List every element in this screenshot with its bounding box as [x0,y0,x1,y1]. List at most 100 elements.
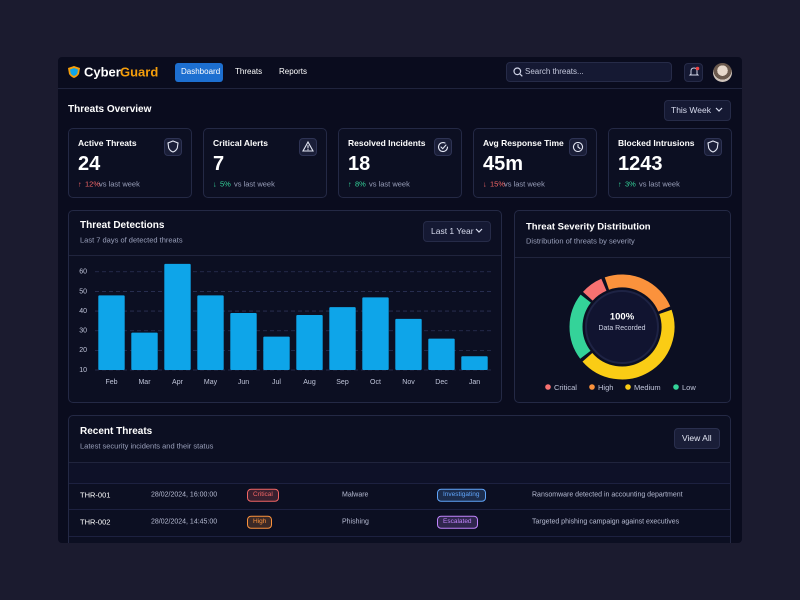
stat-icon [572,141,584,153]
stat-change: 5% [220,179,231,189]
legend-dot [673,384,679,390]
active-tab-bg[interactable] [175,63,223,82]
chart-subtitle: Last 7 days of detected threats [80,235,183,245]
detections-card [68,210,502,403]
table-cell: Malware [342,491,369,499]
stat-arrow: ↓ [213,179,217,189]
search-icon [513,67,523,77]
legend-dot [625,384,631,390]
stat-title: Resolved Incidents [348,137,426,148]
donut-center-label: Data Recorded [598,325,645,332]
stat-comparison: vs last week [504,179,545,189]
brand-first: Cyber [84,64,121,80]
stat-change: 3% [625,179,636,189]
donut-segment [582,278,607,301]
range-label: Last 1 Year [431,225,474,236]
bar [461,356,488,370]
chevron [715,107,723,112]
nav-tab[interactable]: Reports [279,67,308,76]
x-tick-label: Feb [105,379,117,386]
bar [230,313,257,370]
legend-label: Critical [554,383,577,392]
x-tick-label: Aug [303,379,316,386]
table-subtitle: Latest security incidents and their stat… [80,441,214,451]
brand-second: Guard [120,64,159,80]
view-all-label: View All [682,432,712,443]
x-tick-label: Apr [172,379,184,386]
card-divider [69,462,730,463]
x-tick-label: Oct [370,379,381,386]
y-tick-label: 60 [79,269,87,276]
chart-title: Threat Severity Distribution [526,221,651,233]
card-divider [69,255,501,256]
recent-card [68,415,731,555]
table-cell: THR-001 [80,490,111,500]
bar [197,295,224,370]
nav-tab[interactable]: Dashboard [181,67,221,76]
y-tick-label: 30 [79,328,87,335]
stat-arrow: ↑ [618,179,622,189]
stat-arrow: ↓ [483,179,487,189]
page-bottom [0,543,800,600]
severity-badge: High [247,515,273,529]
range-dropdown[interactable] [423,221,491,242]
stat-change: 8% [355,179,366,189]
stat-icon [707,140,719,153]
stat-value: 45m [483,153,524,175]
bell-icon [688,66,700,76]
stat-value: 18 [348,153,371,175]
legend-label: High [598,383,613,392]
row-divider [69,483,730,484]
search-box[interactable] [506,62,672,82]
row-divider [69,509,730,510]
y-tick-label: 20 [79,347,87,354]
bar [98,295,125,370]
logo-icon [68,66,80,78]
x-tick-label: Dec [435,379,448,386]
legend-dot [589,384,595,390]
legend-dot [545,384,551,390]
bar [329,307,356,370]
table-cell: 28/02/2024, 14:45:00 [151,518,218,526]
status-badge: Escalated [437,515,478,529]
stat-icon [438,142,449,153]
status-badge: Investigating [437,488,486,502]
view-all-button[interactable] [674,428,720,449]
stat-title: Avg Response Time [483,137,564,148]
chart-subtitle: Distribution of threats by severity [526,236,635,246]
table-cell: Phishing [342,518,369,526]
stat-value: 1243 [618,153,663,175]
stat-title: Active Threats [78,137,137,148]
bar [428,338,455,370]
x-tick-label: Jul [272,379,281,386]
stat-title: Critical Alerts [213,137,268,148]
period-label: This Week [671,104,711,115]
bar [263,336,290,370]
period-dropdown[interactable] [664,100,731,121]
chart-title: Threat Detections [80,220,165,231]
donut-center-value: 100% [610,312,635,323]
legend-label: Low [682,383,696,392]
overview-title: Threats Overview [68,104,152,115]
table-cell: 28/02/2024, 16:00:00 [151,491,218,499]
legend-label: Medium [634,383,661,392]
bar [164,263,191,370]
bar [131,332,158,370]
donut-center [585,290,659,364]
user-avatar[interactable] [713,63,732,82]
header-row-bg [69,463,730,483]
chevron [475,228,483,233]
card-divider [515,257,730,258]
stat-comparison: vs last week [369,179,410,189]
nav-tab[interactable]: Threats [235,67,263,76]
stat-arrow: ↑ [78,179,82,189]
bar [362,297,389,370]
stat-comparison: vs last week [639,179,680,189]
stat-change: 12% [85,179,101,189]
stat-icon-box [434,138,452,156]
stat-change: 15% [490,179,506,189]
y-tick-label: 10 [79,367,87,374]
x-tick-label: Jan [469,379,480,386]
stat-comparison: vs last week [99,179,140,189]
